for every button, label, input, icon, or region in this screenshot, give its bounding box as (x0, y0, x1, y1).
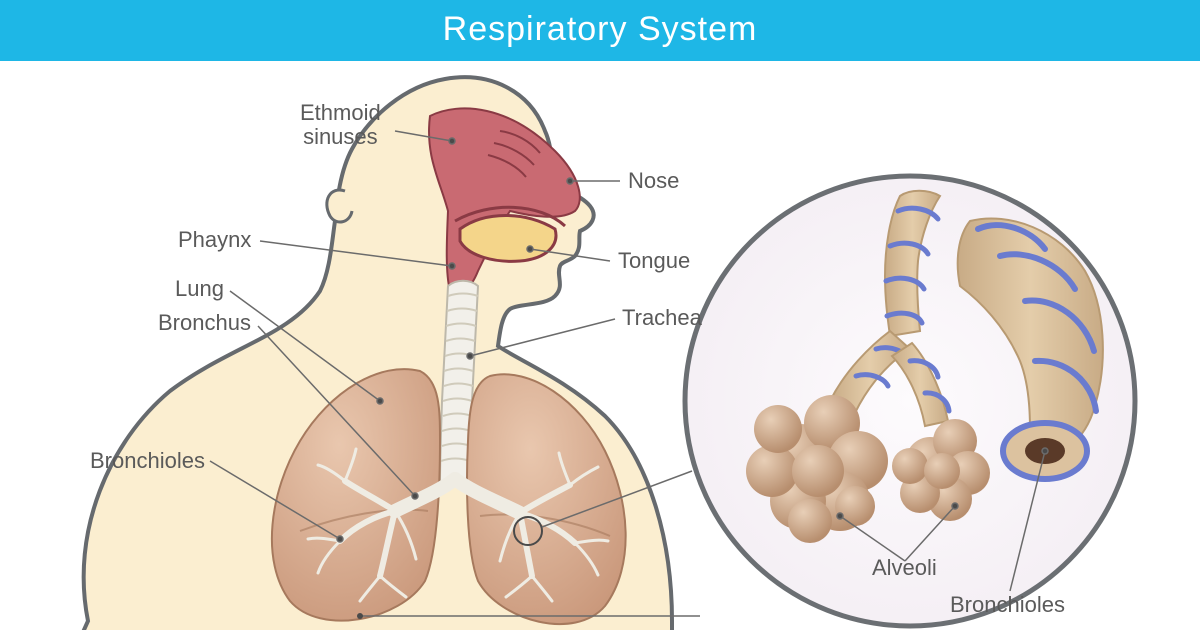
label-lung: Lung (175, 277, 224, 301)
label-bronchioles: Bronchioles (90, 449, 205, 473)
label-trachea: Trachea (622, 306, 702, 330)
label-inset-alveoli: Alveoli (872, 556, 937, 580)
label-pharynx: Phaynx (178, 228, 251, 252)
anatomy-svg (0, 61, 1200, 630)
page-title: Respiratory System (443, 10, 758, 48)
title-bar: Respiratory System (0, 0, 1200, 61)
label-inset-bronchioles: Bronchioles (950, 593, 1065, 617)
label-ethmoid: Ethmoidsinuses (300, 101, 381, 149)
diagram-stage: Ethmoidsinuses Phaynx Lung Bronchus Bron… (0, 61, 1200, 630)
label-bronchus: Bronchus (158, 311, 251, 335)
label-nose: Nose (628, 169, 679, 193)
label-tongue: Tongue (618, 249, 690, 273)
